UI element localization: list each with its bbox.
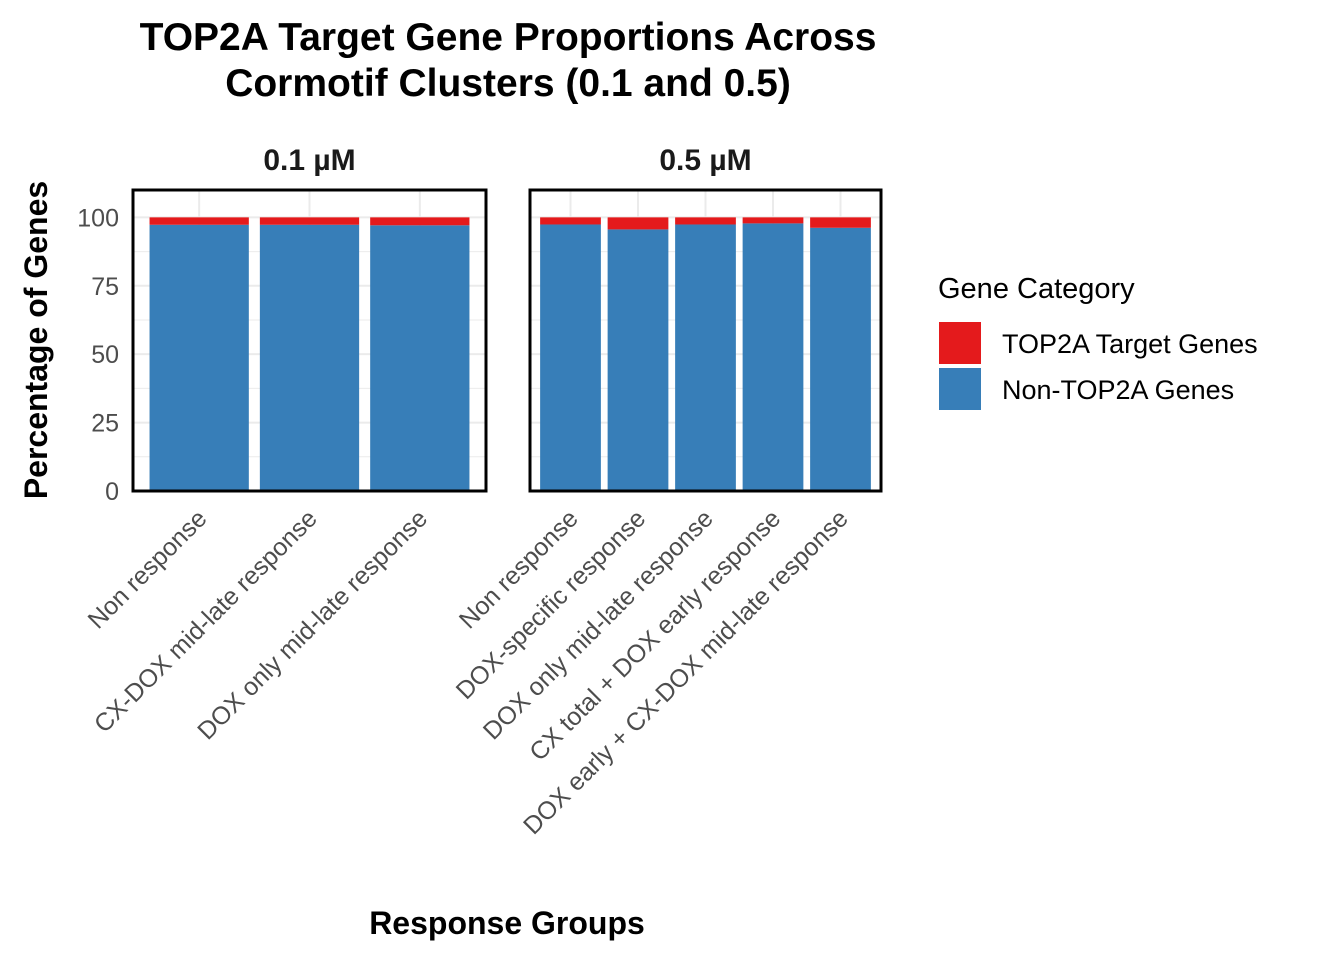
bar-non-top2a	[370, 225, 470, 492]
bar-non-top2a	[742, 223, 804, 491]
bar-non-top2a	[607, 229, 669, 492]
bar-top2a	[370, 217, 470, 226]
panel-border	[131, 188, 488, 493]
x-tick-label: CX-DOX mid-late response	[89, 504, 323, 738]
bar-non-top2a	[540, 224, 601, 491]
legend-swatch	[939, 368, 981, 410]
bar-top2a	[742, 217, 804, 224]
bar-top2a	[149, 217, 249, 225]
x-axis-title: Response Groups	[369, 905, 645, 941]
y-tick-label: 50	[91, 341, 119, 369]
bar-top2a	[607, 217, 669, 230]
y-tick-label: 25	[91, 410, 119, 438]
bar-non-top2a	[149, 224, 249, 491]
legend-label: TOP2A Target Genes	[1002, 329, 1258, 359]
bar-non-top2a	[675, 224, 736, 491]
bar-non-top2a	[259, 224, 360, 491]
bar-top2a	[810, 217, 871, 228]
x-tick-label: Non response	[454, 504, 584, 634]
y-tick-label: 100	[77, 204, 119, 232]
bar-top2a	[675, 217, 736, 225]
bar-non-top2a	[810, 227, 871, 491]
y-tick-label: 0	[105, 478, 119, 506]
facet-label: 0.1 µM	[263, 144, 355, 177]
y-tick-label: 75	[91, 273, 119, 301]
legend-label: Non-TOP2A Genes	[1002, 375, 1234, 405]
y-axis-title: Percentage of Genes	[18, 181, 54, 499]
legend-title: Gene Category	[938, 273, 1135, 305]
bar-top2a	[259, 217, 360, 225]
bar-top2a	[540, 217, 601, 225]
panel-border	[528, 188, 883, 493]
chart-title-line: TOP2A Target Gene Proportions Across	[140, 16, 877, 59]
x-tick-label: DOX only mid-late response	[192, 504, 433, 745]
legend-swatch	[939, 322, 981, 364]
chart-title-line: Cormotif Clusters (0.1 and 0.5)	[225, 62, 791, 105]
facet-label: 0.5 µM	[659, 144, 751, 177]
